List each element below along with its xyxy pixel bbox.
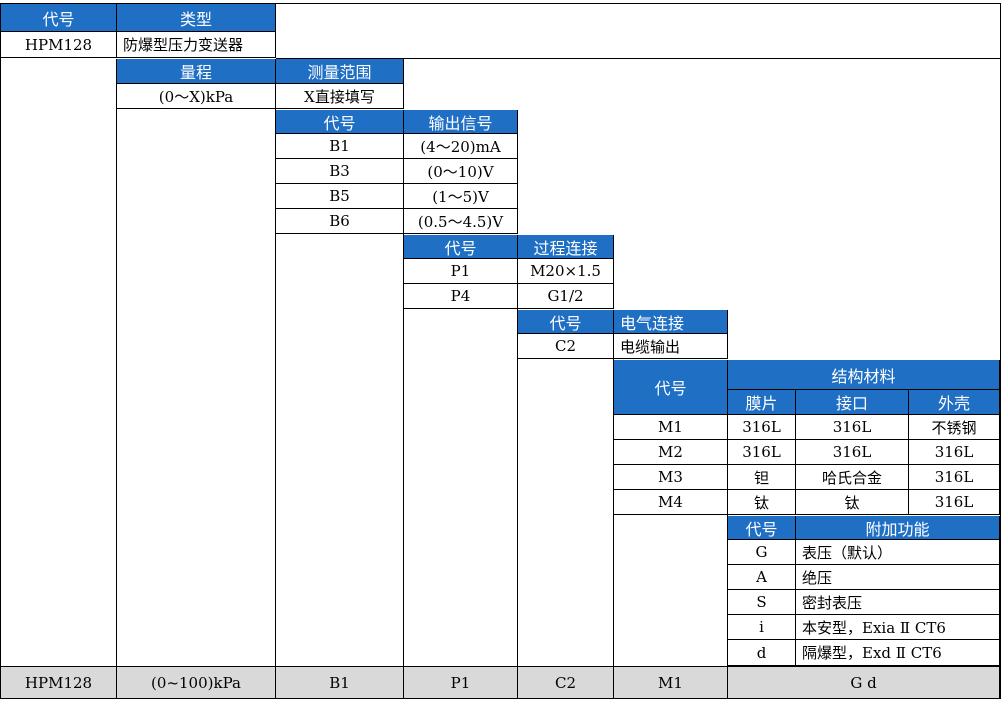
material-port: 哈氏合金 xyxy=(796,465,909,490)
function-desc: 绝压 xyxy=(796,565,1000,590)
range-value: (0～X)kPa xyxy=(117,84,276,109)
example-process: P1 xyxy=(404,666,518,699)
function-code: i xyxy=(728,615,796,640)
col6-divider xyxy=(727,515,728,666)
example-range: (0~100)kPa xyxy=(117,666,276,699)
range-header: 量程 xyxy=(117,59,276,84)
function-code: d xyxy=(728,640,796,666)
process-conn: G1/2 xyxy=(518,284,614,309)
process-code: P4 xyxy=(404,284,518,309)
process-code: P1 xyxy=(404,259,518,284)
function-desc: 密封表压 xyxy=(796,590,1000,615)
function-code: A xyxy=(728,565,796,590)
example-function: G d xyxy=(728,666,1000,699)
type-extend-line xyxy=(276,58,1001,59)
process-code-header: 代号 xyxy=(404,235,518,259)
range-method-header: 测量范围 xyxy=(276,59,404,84)
process-conn: M20×1.5 xyxy=(518,259,614,284)
example-output: B1 xyxy=(276,666,404,699)
function-code: G xyxy=(728,540,796,565)
function-code-header: 代号 xyxy=(728,516,796,540)
material-diaphragm: 钛 xyxy=(728,490,796,515)
material-housing: 316L xyxy=(909,440,1000,465)
function-header: 附加功能 xyxy=(796,516,1000,540)
example-electrical: C2 xyxy=(518,666,614,699)
material-housing-header: 外壳 xyxy=(909,390,1000,415)
electrical-conn: 电缆输出 xyxy=(614,334,728,359)
process-conn-header: 过程连接 xyxy=(518,235,614,259)
electrical-code-header: 代号 xyxy=(518,310,614,334)
frame-right xyxy=(1000,3,1001,699)
material-housing: 316L xyxy=(909,490,1000,515)
output-code: B1 xyxy=(276,134,404,159)
output-code: B6 xyxy=(276,209,404,234)
output-code-header: 代号 xyxy=(276,110,404,134)
type-code-header: 代号 xyxy=(1,4,117,32)
col2-divider xyxy=(275,109,276,666)
material-group-header: 结构材料 xyxy=(728,360,1000,390)
output-signal-header: 输出信号 xyxy=(404,110,518,134)
material-code: M4 xyxy=(614,490,728,515)
material-port: 316L xyxy=(796,415,909,440)
material-port: 钛 xyxy=(796,490,909,515)
type-value: 防爆型压力变送器 xyxy=(117,32,276,58)
material-code: M1 xyxy=(614,415,728,440)
type-code: HPM128 xyxy=(1,32,117,58)
col3-divider xyxy=(403,234,404,666)
material-housing: 不锈钢 xyxy=(909,415,1000,440)
example-type: HPM128 xyxy=(1,666,117,699)
output-signal: (1～5)V xyxy=(404,184,518,209)
frame-top xyxy=(0,3,1001,4)
function-code: S xyxy=(728,590,796,615)
col4-divider xyxy=(517,309,518,666)
material-diaphragm: 316L xyxy=(728,415,796,440)
output-code: B3 xyxy=(276,159,404,184)
function-desc: 隔爆型，Exd Ⅱ CT6 xyxy=(796,640,1000,666)
frame-left xyxy=(0,3,1,699)
example-material: M1 xyxy=(614,666,728,699)
function-desc: 表压（默认） xyxy=(796,540,1000,565)
type-header: 类型 xyxy=(117,4,276,32)
material-code: M3 xyxy=(614,465,728,490)
material-code: M2 xyxy=(614,440,728,465)
electrical-conn-header: 电气连接 xyxy=(614,310,728,334)
function-desc: 本安型，Exia Ⅱ CT6 xyxy=(796,615,1000,640)
material-diaphragm: 316L xyxy=(728,440,796,465)
material-port: 316L xyxy=(796,440,909,465)
output-signal: (0～10)V xyxy=(404,159,518,184)
output-signal: (0.5～4.5)V xyxy=(404,209,518,234)
material-diaphragm: 钽 xyxy=(728,465,796,490)
col1-divider xyxy=(116,59,117,666)
output-signal: (4～20)mA xyxy=(404,134,518,159)
material-housing: 316L xyxy=(909,465,1000,490)
material-port-header: 接口 xyxy=(796,390,909,415)
range-method: X直接填写 xyxy=(276,84,404,109)
electrical-code: C2 xyxy=(518,334,614,359)
material-code-header: 代号 xyxy=(614,360,728,415)
output-code: B5 xyxy=(276,184,404,209)
material-diaphragm-header: 膜片 xyxy=(728,390,796,415)
col5-divider xyxy=(613,359,614,666)
